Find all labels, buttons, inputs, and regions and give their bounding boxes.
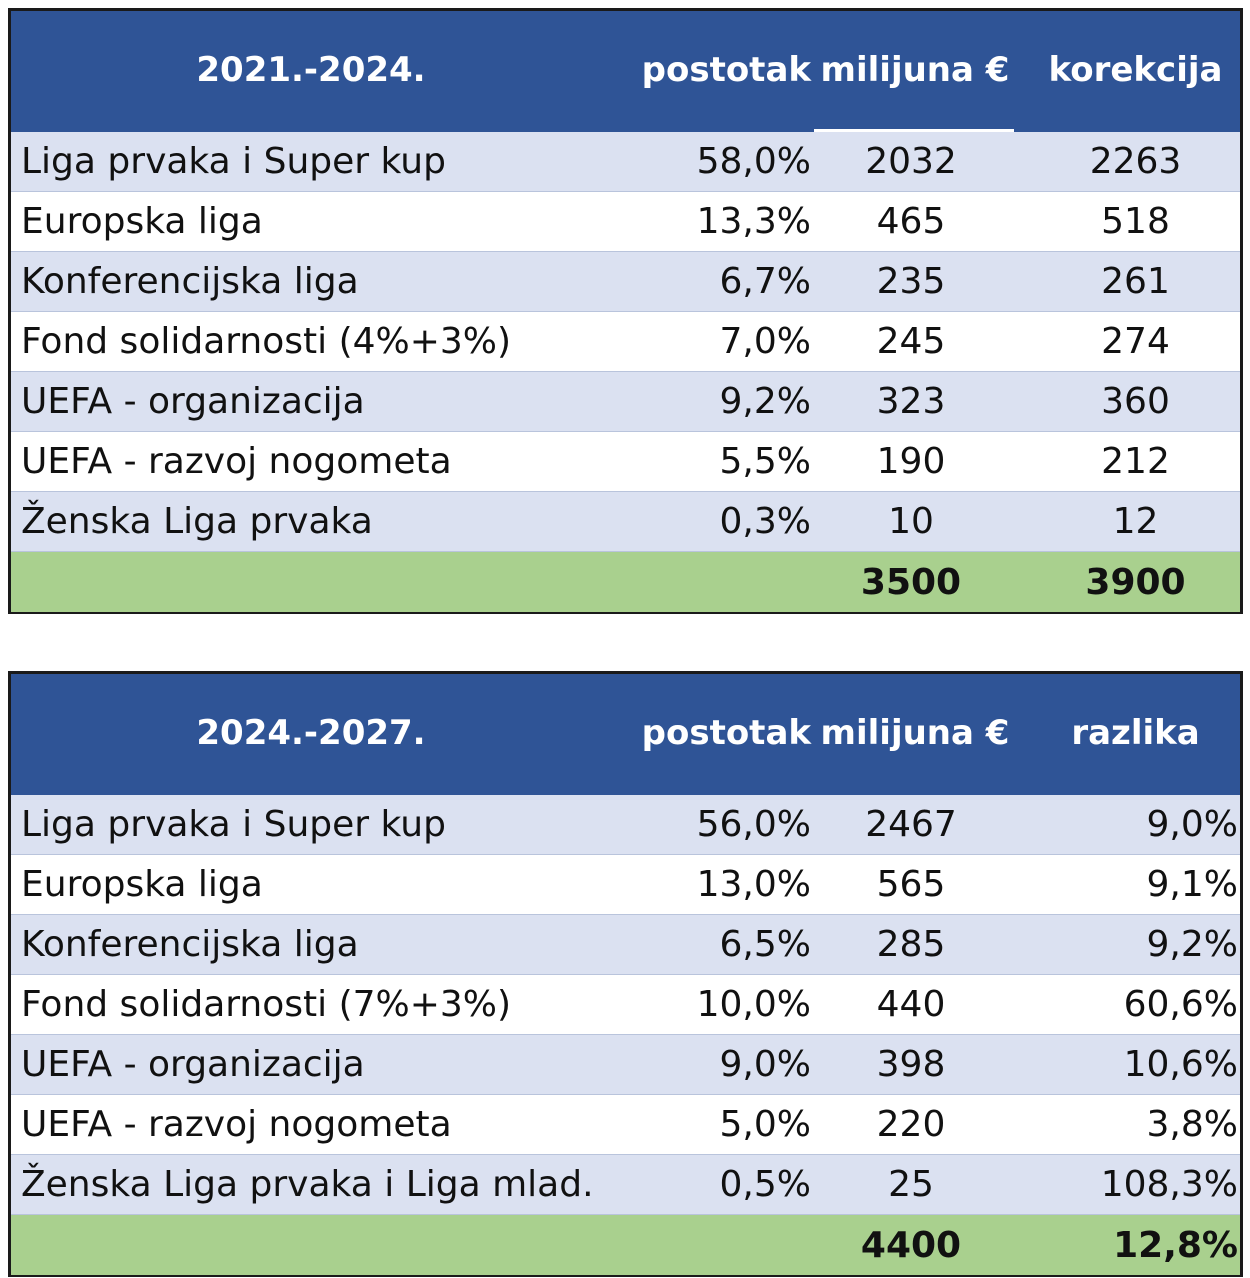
row-label: Konferencijska liga [21,924,359,965]
row-million: 190 [876,441,946,482]
total-million: 3500 [860,561,962,603]
table-row: Ženska Liga prvaka i Liga mlad. 0,5% 25 … [11,1155,1240,1215]
total-difference: 12,8% [1113,1224,1238,1266]
table-row: UEFA - organizacija 9,2% 323 360 [11,372,1240,432]
table-row: UEFA - razvoj nogometa 5,0% 220 3,8% [11,1095,1240,1155]
row-difference: 10,6% [1123,1044,1238,1085]
table-row: Fond solidarnosti (7%+3%) 10,0% 440 60,6… [11,975,1240,1035]
row-percent: 7,0% [719,321,811,362]
header-period: 2021.-2024. [196,49,426,90]
row-difference: 108,3% [1100,1164,1238,1205]
row-label: Fond solidarnosti (4%+3%) [21,321,512,362]
row-label: UEFA - organizacija [21,1044,365,1085]
row-correction: 12 [1112,501,1159,542]
row-percent: 13,3% [696,201,811,242]
table-header: 2021.-2024. postotak milijuna € korekcij… [11,11,1240,132]
total-million: 4400 [860,1224,962,1266]
row-label: Fond solidarnosti (7%+3%) [21,984,512,1025]
row-million: 25 [888,1164,934,1205]
row-label: Liga prvaka i Super kup [21,141,446,182]
row-correction: 518 [1101,201,1170,242]
table-row: Ženska Liga prvaka 0,3% 10 12 [11,492,1240,552]
budget-table-2024-2027: 2024.-2027. postotak milijuna € razlika … [8,671,1243,1277]
row-million: 2467 [865,804,957,845]
row-percent: 9,2% [719,381,811,422]
row-million: 2032 [865,141,957,182]
row-million: 220 [876,1104,946,1145]
row-label: Liga prvaka i Super kup [21,804,446,845]
row-percent: 9,0% [719,1044,811,1085]
budget-table-2021-2024: 2021.-2024. postotak milijuna € korekcij… [8,8,1243,614]
row-difference: 60,6% [1123,984,1238,1025]
row-label: Konferencijska liga [21,261,359,302]
row-million: 565 [876,864,946,905]
row-label: Europska liga [21,201,263,242]
table-row: UEFA - organizacija 9,0% 398 10,6% [11,1035,1240,1095]
row-million: 440 [876,984,946,1025]
row-percent: 6,7% [719,261,811,302]
table-header: 2024.-2027. postotak milijuna € razlika [11,674,1240,795]
row-label: Europska liga [21,864,263,905]
total-row: 4400 12,8% [11,1215,1240,1275]
row-million: 10 [888,501,934,542]
row-million: 235 [876,261,946,302]
row-million: 245 [876,321,946,362]
table-row: Europska liga 13,3% 465 518 [11,192,1240,252]
row-percent: 0,3% [719,501,811,542]
total-row: 3500 3900 [11,552,1240,612]
row-percent: 58,0% [696,141,811,182]
header-period: 2024.-2027. [196,712,426,753]
row-percent: 56,0% [696,804,811,845]
row-million: 465 [876,201,946,242]
table-row: Fond solidarnosti (4%+3%) 7,0% 245 274 [11,312,1240,372]
table-row: Liga prvaka i Super kup 58,0% 2032 2263 [11,132,1240,192]
table-row: Konferencijska liga 6,7% 235 261 [11,252,1240,312]
row-million: 398 [876,1044,946,1085]
header-correction: korekcija [1048,49,1223,90]
row-percent: 0,5% [719,1164,811,1205]
header-percent: postotak [641,49,811,90]
row-percent: 10,0% [696,984,811,1025]
row-label: UEFA - organizacija [21,381,365,422]
header-percent: postotak [641,712,811,753]
table-row: UEFA - razvoj nogometa 5,5% 190 212 [11,432,1240,492]
row-difference: 3,8% [1146,1104,1238,1145]
row-percent: 5,5% [719,441,811,482]
row-correction: 2263 [1089,141,1182,182]
row-label: UEFA - razvoj nogometa [21,441,452,482]
row-percent: 6,5% [719,924,811,965]
row-correction: 274 [1101,321,1170,362]
row-label: Ženska Liga prvaka i Liga mlad. [21,1164,594,1205]
row-label: Ženska Liga prvaka [21,501,373,542]
header-million-eur: milijuna € [820,712,1010,753]
row-difference: 9,1% [1146,864,1238,905]
row-correction: 261 [1101,261,1170,302]
header-underline-gap [814,129,1014,132]
table-row: Liga prvaka i Super kup 56,0% 2467 9,0% [11,795,1240,855]
row-million: 323 [876,381,946,422]
row-correction: 212 [1101,441,1170,482]
table-row: Europska liga 13,0% 565 9,1% [11,855,1240,915]
row-correction: 360 [1101,381,1170,422]
row-label: UEFA - razvoj nogometa [21,1104,452,1145]
row-difference: 9,2% [1146,924,1238,965]
table-row: Konferencijska liga 6,5% 285 9,2% [11,915,1240,975]
row-percent: 13,0% [696,864,811,905]
row-difference: 9,0% [1146,804,1238,845]
total-correction: 3900 [1085,561,1186,603]
row-percent: 5,0% [719,1104,811,1145]
header-difference: razlika [1071,712,1200,753]
row-million: 285 [876,924,946,965]
header-million-eur: milijuna € [820,49,1010,90]
